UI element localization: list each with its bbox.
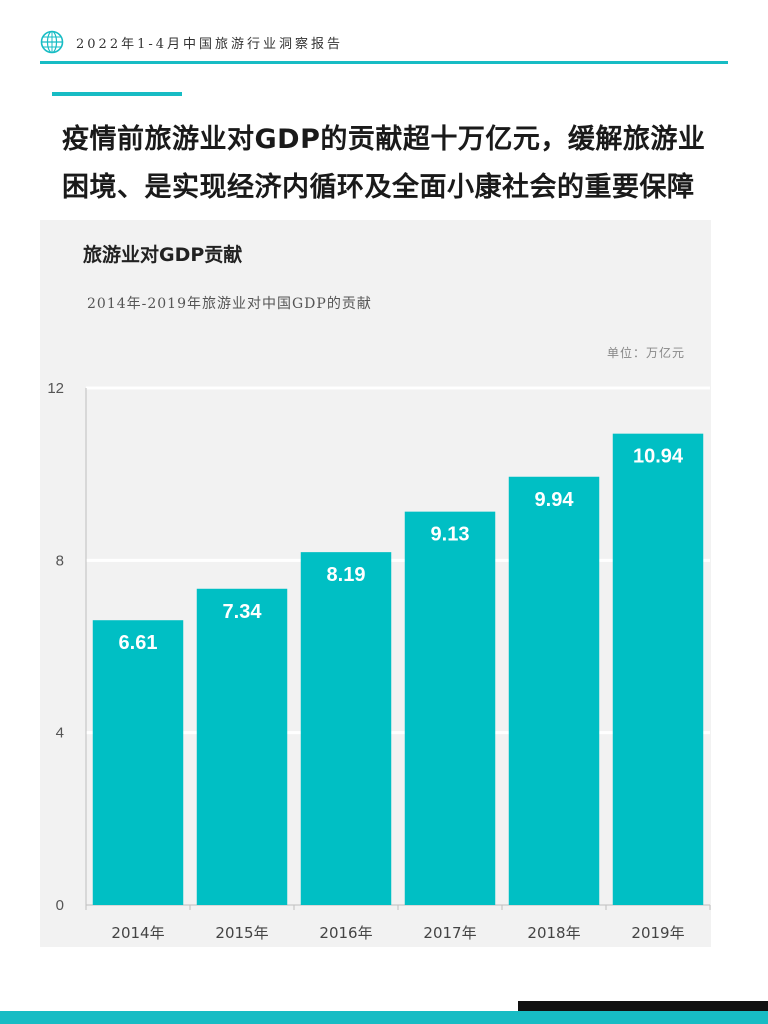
footer-accent-bar bbox=[0, 1011, 768, 1024]
x-tick-label: 2014年 bbox=[111, 924, 164, 942]
x-tick-label: 2019年 bbox=[631, 924, 684, 942]
headline-line-2: 困境、是实现经济内循环及全面小康社会的重要保障 bbox=[62, 172, 695, 203]
headline-accent-bar bbox=[52, 92, 182, 96]
x-tick-label: 2017年 bbox=[423, 924, 476, 942]
headline-line-1: 疫情前旅游业对GDP的贡献超十万亿元，缓解旅游业 bbox=[62, 124, 706, 155]
bar-chart: 0 4 8 12 6.61 2014年 7.34 2015年 8.19 2016年 9.13 2017… bbox=[47, 380, 711, 942]
chart-unit: 单位：万亿元 bbox=[606, 346, 685, 360]
data-label: 9.13 bbox=[431, 524, 470, 546]
bar bbox=[196, 588, 288, 905]
chart-panel: 0 4 8 12 6.61 2014年 7.34 2015年 8.19 2016年 9.13 2017… bbox=[40, 220, 711, 947]
bar bbox=[92, 620, 184, 905]
report-header: 2022年1-4月中国旅游行业洞察报告 bbox=[40, 28, 730, 64]
x-tick-label: 2015年 bbox=[215, 924, 268, 942]
chart-title: 旅游业对GDP贡献 bbox=[83, 244, 243, 266]
y-tick-label: 8 bbox=[56, 552, 64, 569]
x-tick-label: 2018年 bbox=[527, 924, 580, 942]
y-tick-label: 0 bbox=[56, 897, 64, 914]
header-divider bbox=[40, 61, 728, 64]
y-tick-label: 12 bbox=[47, 380, 64, 397]
x-tick-label: 2016年 bbox=[319, 924, 372, 942]
chart-subtitle: 2014年-2019年旅游业对中国GDP的贡献 bbox=[87, 296, 372, 312]
bar bbox=[404, 511, 496, 905]
bar bbox=[508, 476, 600, 905]
report-title: 2022年1-4月中国旅游行业洞察报告 bbox=[76, 37, 344, 52]
footer-black-bar bbox=[518, 1001, 768, 1011]
data-label: 6.61 bbox=[119, 632, 158, 654]
data-label: 8.19 bbox=[327, 564, 366, 586]
data-label: 9.94 bbox=[535, 489, 575, 511]
bar bbox=[300, 552, 392, 905]
data-label: 7.34 bbox=[223, 601, 263, 623]
y-tick-label: 4 bbox=[56, 725, 64, 742]
globe-icon bbox=[40, 30, 64, 54]
data-label: 10.94 bbox=[633, 446, 684, 468]
bar bbox=[612, 433, 704, 905]
page-headline: 疫情前旅游业对GDP的贡献超十万亿元，缓解旅游业 困境、是实现经济内循环及全面小… bbox=[62, 116, 742, 212]
